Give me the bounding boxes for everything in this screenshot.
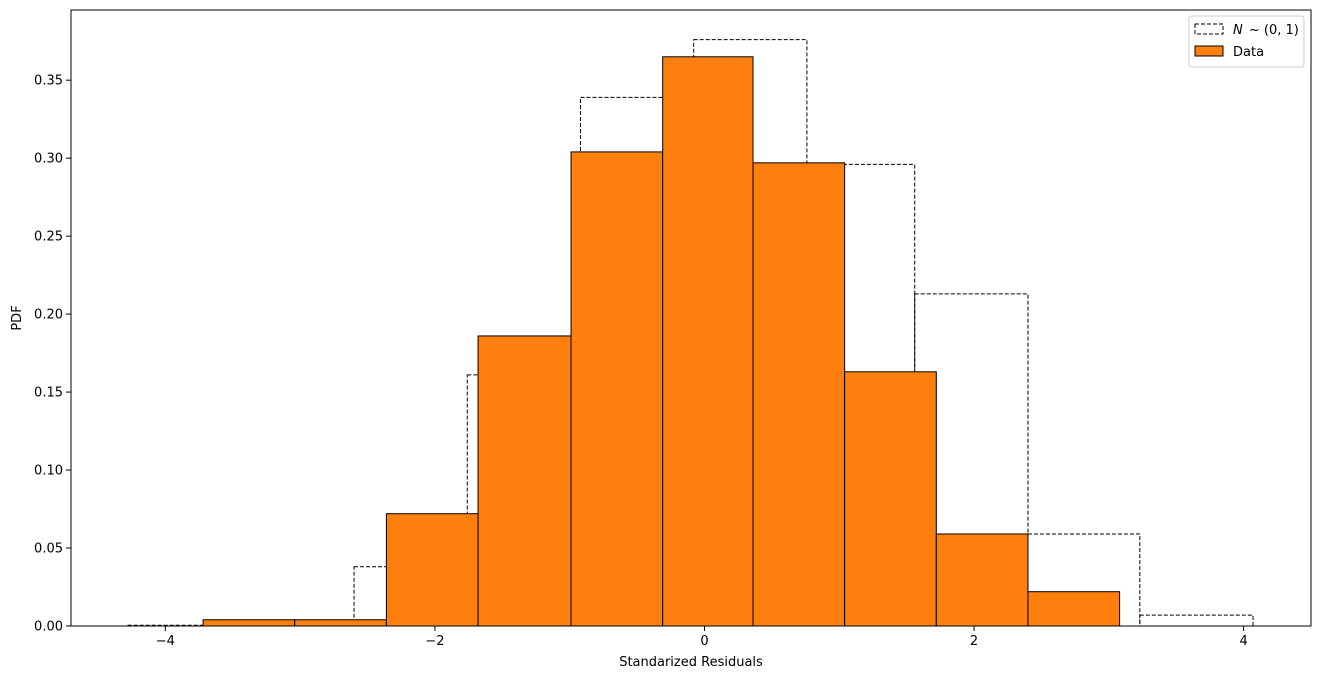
legend-label-normal-n: N <box>1233 23 1243 38</box>
plot-frame <box>70 9 1312 627</box>
data-bar <box>935 533 1029 627</box>
data-bar <box>752 162 846 627</box>
data-bar <box>662 56 754 627</box>
legend: N ~ (0, 1) Data <box>1188 15 1305 68</box>
data-bar <box>385 513 479 627</box>
y-tick-label: 0.15 <box>34 386 63 401</box>
x-tick-label: 2 <box>970 634 978 649</box>
x-axis: −4 −2 0 2 4 <box>156 626 1248 649</box>
y-tick-label: 0.05 <box>34 542 63 557</box>
legend-swatch-data <box>1194 45 1224 57</box>
y-tick-label: 0.10 <box>34 464 63 479</box>
y-tick-label: 0.35 <box>34 74 63 89</box>
y-tick-label: 0.00 <box>34 620 63 635</box>
data-bar <box>294 619 387 627</box>
legend-label-data: Data <box>1233 45 1264 60</box>
x-tick-label: −2 <box>425 634 444 649</box>
x-tick-label: 0 <box>700 634 708 649</box>
legend-label-normal-rest: ~ (0, 1) <box>1249 23 1299 38</box>
legend-swatch-normal <box>1194 23 1224 35</box>
data-bar <box>844 371 937 627</box>
y-tick-label: 0.25 <box>34 230 63 245</box>
data-bar <box>202 619 296 627</box>
y-tick-label: 0.30 <box>34 152 63 167</box>
x-axis-label: Standarized Residuals <box>619 655 763 670</box>
data-series <box>202 56 1121 627</box>
legend-label-normal: N ~ (0, 1) <box>1233 23 1299 38</box>
data-bar <box>477 335 572 627</box>
y-tick-label: 0.20 <box>34 308 63 323</box>
y-axis-label: PDF <box>10 305 25 330</box>
x-tick-label: 4 <box>1239 634 1247 649</box>
x-tick-label: −4 <box>156 634 175 649</box>
y-axis: 0.00 0.05 0.10 0.15 0.20 0.25 0.30 0.35 <box>34 74 71 635</box>
data-bar <box>570 151 664 627</box>
data-bar <box>1027 591 1121 627</box>
